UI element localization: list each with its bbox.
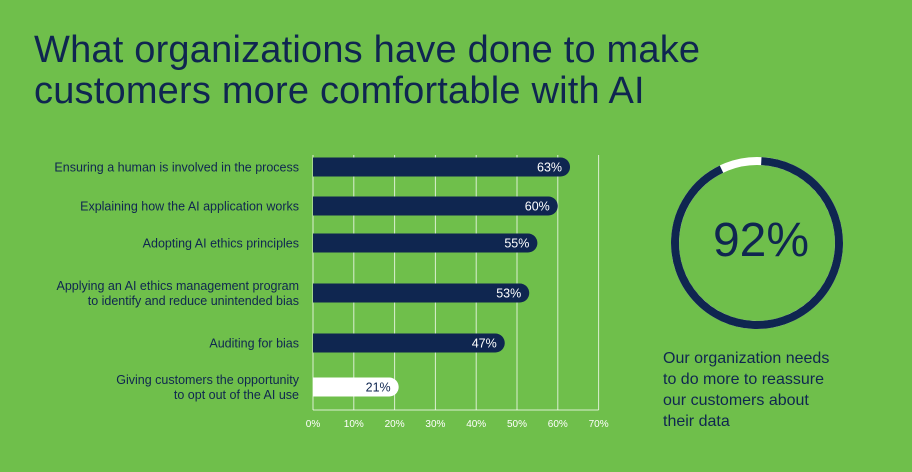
category-label: Adopting AI ethics principles — [143, 237, 299, 251]
title-line-2: customers more comfortable with AI — [34, 70, 645, 112]
category-label: Explaining how the AI application works — [80, 200, 299, 214]
x-tick-label: 20% — [385, 419, 405, 430]
x-tick-label: 0% — [306, 419, 321, 430]
bar-value-label: 53% — [496, 287, 521, 301]
bar-value-label: 47% — [472, 337, 497, 351]
donut-caption: Our organization needs to do more to rea… — [663, 348, 893, 432]
bar-value-label: 63% — [537, 161, 562, 175]
category-label: to opt out of the AI use — [174, 388, 299, 402]
x-tick-label: 50% — [507, 419, 527, 430]
bar-value-label: 55% — [504, 237, 529, 251]
x-tick-label: 40% — [466, 419, 486, 430]
donut-caption-line: to do more to reassure — [663, 371, 824, 388]
donut-caption-line: their data — [663, 413, 730, 430]
page-title: What organizations have done to make cus… — [34, 30, 794, 112]
category-label: Ensuring a human is involved in the proc… — [54, 161, 299, 175]
bar — [313, 196, 558, 216]
x-tick-label: 60% — [548, 419, 568, 430]
donut-ring — [671, 157, 843, 329]
bar-value-label: 60% — [525, 200, 550, 214]
bar — [313, 157, 571, 177]
donut-value: 92% — [712, 214, 810, 267]
bar — [313, 377, 399, 397]
donut-caption-line: our customers about — [663, 392, 809, 409]
bar — [313, 233, 538, 253]
title-line-1: What organizations have done to make — [34, 29, 701, 71]
x-tick-label: 30% — [425, 419, 445, 430]
bar — [313, 283, 530, 303]
bar-chart: 0% 10% 20% 30% 40% 50% 60% 70% 63% Ensuring a hum… — [54, 155, 609, 430]
category-label: Auditing for bias — [209, 337, 299, 351]
x-tick-label: 10% — [344, 419, 364, 430]
category-label: Applying an AI ethics management program — [57, 279, 300, 293]
category-label: to identify and reduce unintended bias — [88, 294, 299, 308]
bar-value-label: 21% — [366, 381, 391, 395]
donut-fill-arc — [671, 157, 843, 329]
bar — [313, 333, 505, 353]
category-label: Giving customers the opportunity — [116, 373, 299, 387]
donut-caption-line: Our organization needs — [663, 350, 830, 367]
x-tick-label: 70% — [589, 419, 609, 430]
